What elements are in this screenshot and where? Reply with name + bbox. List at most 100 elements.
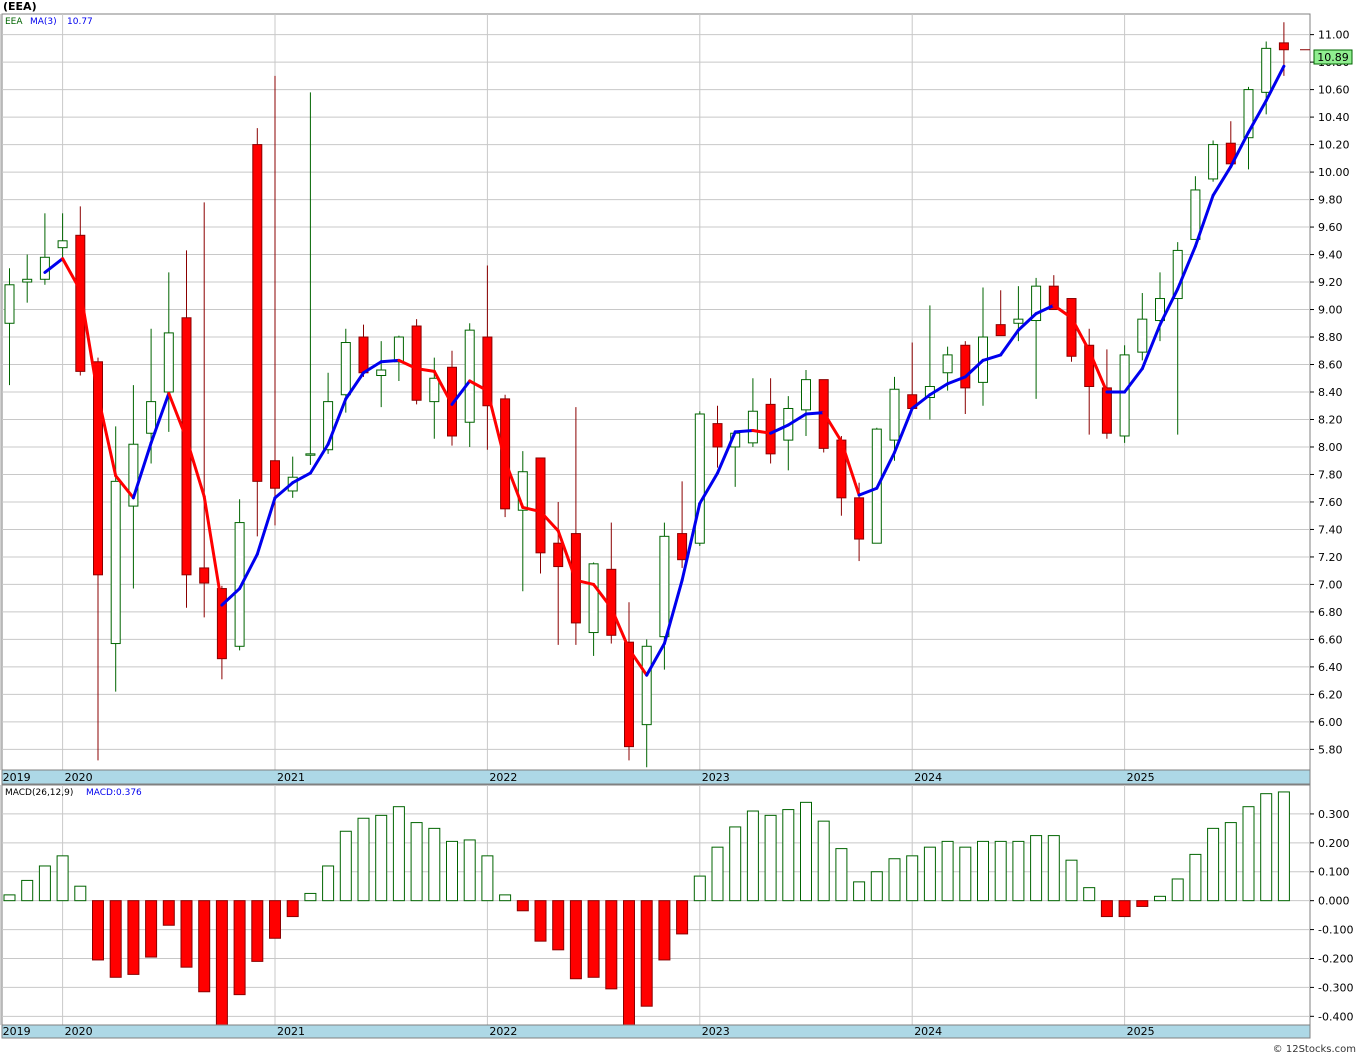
macd-bar <box>109 900 122 978</box>
ma-segment <box>326 397 348 446</box>
candle <box>765 378 776 464</box>
ma-segment <box>61 257 82 292</box>
candle-body <box>1031 285 1042 322</box>
macd-bar <box>463 839 476 902</box>
macd-bar <box>870 871 883 902</box>
ma-segment <box>397 358 419 371</box>
candle-body <box>517 471 528 511</box>
ma-segment <box>503 459 525 509</box>
ma-segment <box>344 371 365 401</box>
macd-bar <box>1030 835 1043 902</box>
macd-bar <box>215 900 228 1026</box>
macd-bar <box>1207 827 1220 902</box>
candle-body <box>1101 387 1112 434</box>
candle-body <box>712 423 723 448</box>
legend-ma-label: MA(3) <box>30 17 57 27</box>
ma-segment <box>804 411 826 416</box>
candle <box>1208 140 1219 182</box>
macd-bar <box>800 801 812 902</box>
ma-segment <box>114 474 135 500</box>
macd-bar <box>835 848 848 902</box>
ma-segment <box>521 505 542 514</box>
macd-bar <box>923 846 936 902</box>
macd-bar <box>1260 793 1273 902</box>
macd-x-axis-band <box>1 1024 1311 1039</box>
macd-bar <box>145 900 158 958</box>
ma-segment <box>273 481 295 500</box>
candle <box>712 405 723 468</box>
candle-body <box>146 401 157 434</box>
candle-body <box>163 332 174 393</box>
macd-bar <box>977 840 989 902</box>
price-x-tick-label: 2019 <box>3 771 31 784</box>
candle <box>641 639 652 768</box>
last-price-label: 10.89 <box>1317 51 1349 64</box>
ma-segment <box>308 442 330 475</box>
candle <box>677 481 688 568</box>
macd-bar <box>198 900 211 993</box>
ma-segment <box>556 529 578 582</box>
ma-segment <box>96 394 118 478</box>
candle-body <box>110 480 121 645</box>
candle-body <box>765 403 776 455</box>
ma-segment <box>1211 165 1233 197</box>
candle-body <box>641 645 652 726</box>
macd-bar <box>92 900 104 961</box>
candle <box>464 323 475 447</box>
macd-x-tick-label: 2020 <box>65 1025 93 1038</box>
ma-segment <box>999 328 1020 357</box>
ma-segment <box>680 501 702 582</box>
macd-y-axis: 0.300 0.200 0.100 0.000 -0.100 -0.200 -0.300 -0… <box>1310 808 1353 1023</box>
candle-body <box>216 588 227 660</box>
price-x-tick-label: 2023 <box>702 771 730 784</box>
candle <box>588 562 599 656</box>
ma-segment <box>43 257 65 274</box>
candle-body <box>1084 344 1095 388</box>
price-x-tick-label: 2020 <box>65 771 93 784</box>
macd-bar <box>764 814 777 902</box>
candle-body <box>128 443 139 507</box>
ma-segment <box>981 353 1003 362</box>
candle-body <box>57 240 68 249</box>
candle <box>1155 272 1165 342</box>
ma-segment <box>1087 349 1109 394</box>
macd-bar <box>1118 900 1131 918</box>
macd-bar <box>1012 840 1025 902</box>
ma-segment <box>379 358 401 364</box>
macd-bar <box>74 885 87 902</box>
macd-bar <box>605 900 618 990</box>
candle-body <box>694 413 705 544</box>
candle <box>624 602 634 761</box>
candle <box>1031 277 1042 399</box>
macd-bar <box>552 900 565 951</box>
macd-bar <box>746 810 759 902</box>
ma-segment <box>574 578 596 586</box>
macd-bar <box>906 855 919 902</box>
candle-body <box>199 567 210 584</box>
macd-bar <box>322 865 335 902</box>
macd-bar <box>1083 887 1096 902</box>
price-y-tick-label: 6.60 <box>1318 633 1343 646</box>
candle <box>199 202 210 618</box>
candle-body <box>1013 318 1024 324</box>
macd-bar <box>162 900 175 926</box>
ma-segment <box>202 494 224 607</box>
candle <box>305 92 316 465</box>
macd-y-tick-label: -0.400 <box>1318 1010 1353 1023</box>
price-y-tick-label: 9.20 <box>1318 276 1343 289</box>
macd-bar <box>711 846 724 902</box>
candle <box>270 75 280 526</box>
macd-bar <box>251 900 264 962</box>
candle <box>128 385 139 589</box>
candle <box>181 250 192 608</box>
ma-segment <box>415 367 436 373</box>
macd-y-tick-label: 0.100 <box>1318 866 1350 879</box>
ma-segment <box>592 582 613 610</box>
candle-body <box>234 522 245 647</box>
candle-body <box>181 317 192 576</box>
candle <box>747 378 758 447</box>
candle-body <box>801 379 811 411</box>
ma-segment <box>1176 244 1197 291</box>
macd-bar <box>1224 822 1237 902</box>
